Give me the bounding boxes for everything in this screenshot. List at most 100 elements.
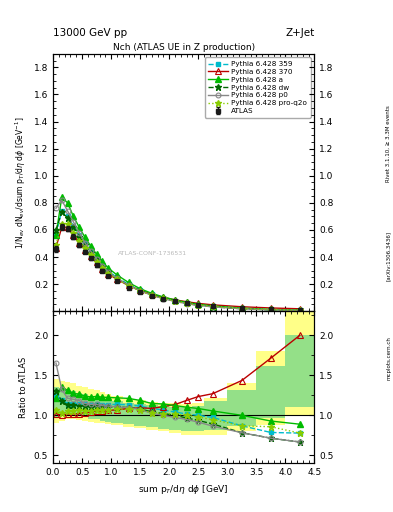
- Pythia 6.428 dw: [71, 224, 76, 230]
- Pythia 6.428 p0: [298, 307, 302, 313]
- Pythia 6.428 359: [71, 223, 76, 229]
- Pythia 6.428 p0: [161, 296, 166, 302]
- Pythia 6.428 359: [126, 281, 131, 287]
- Pythia 6.428 dw: [59, 209, 64, 216]
- Line: Pythia 6.428 p0: Pythia 6.428 p0: [53, 198, 302, 313]
- Pythia 6.428 a: [196, 301, 200, 307]
- Pythia 6.428 p0: [239, 306, 244, 312]
- Pythia 6.428 dw: [65, 215, 70, 221]
- Pythia 6.428 a: [298, 307, 302, 313]
- Pythia 6.428 pro-q2o: [210, 304, 215, 310]
- Pythia 6.428 pro-q2o: [88, 252, 93, 259]
- Pythia 6.428 a: [115, 272, 119, 278]
- Pythia 6.428 a: [138, 286, 143, 292]
- Pythia 6.428 pro-q2o: [71, 229, 76, 236]
- Pythia 6.428 pro-q2o: [298, 307, 302, 313]
- Pythia 6.428 dw: [83, 242, 87, 248]
- Pythia 6.428 359: [239, 306, 244, 312]
- Text: Rivet 3.1.10, ≥ 3.3M events: Rivet 3.1.10, ≥ 3.3M events: [386, 105, 391, 182]
- Pythia 6.428 a: [71, 214, 76, 220]
- Pythia 6.428 359: [196, 302, 200, 308]
- Pythia 6.428 a: [173, 297, 177, 303]
- Pythia 6.428 dw: [268, 307, 273, 313]
- Y-axis label: Ratio to ATLAS: Ratio to ATLAS: [19, 357, 28, 418]
- Pythia 6.428 pro-q2o: [65, 221, 70, 227]
- Pythia 6.428 359: [184, 300, 189, 306]
- Pythia 6.428 p0: [196, 302, 200, 308]
- Pythia 6.428 a: [126, 280, 131, 286]
- Pythia 6.428 a: [65, 200, 70, 206]
- Pythia 6.428 dw: [173, 298, 177, 304]
- Pythia 6.428 a: [77, 224, 82, 230]
- Pythia 6.428 dw: [239, 306, 244, 312]
- Pythia 6.428 a: [100, 258, 105, 264]
- Pythia 6.428 370: [210, 302, 215, 308]
- Text: ATLAS-CONF-1736531: ATLAS-CONF-1736531: [118, 250, 187, 255]
- Pythia 6.428 p0: [94, 256, 99, 262]
- Pythia 6.428 359: [268, 307, 273, 313]
- Pythia 6.428 pro-q2o: [138, 288, 143, 294]
- Pythia 6.428 pro-q2o: [161, 295, 166, 302]
- Pythia 6.428 p0: [106, 269, 110, 275]
- Pythia 6.428 a: [268, 306, 273, 312]
- Text: [arXiv:1306.3436]: [arXiv:1306.3436]: [386, 231, 391, 281]
- Pythia 6.428 370: [161, 294, 166, 301]
- Pythia 6.428 p0: [71, 219, 76, 225]
- Pythia 6.428 p0: [210, 304, 215, 310]
- Pythia 6.428 370: [71, 232, 76, 239]
- Pythia 6.428 370: [149, 291, 154, 297]
- Pythia 6.428 dw: [53, 227, 58, 233]
- Line: Pythia 6.428 370: Pythia 6.428 370: [53, 224, 303, 312]
- Title: Nch (ATLAS UE in Z production): Nch (ATLAS UE in Z production): [113, 42, 255, 52]
- Pythia 6.428 370: [239, 304, 244, 310]
- Pythia 6.428 p0: [88, 248, 93, 254]
- Pythia 6.428 p0: [53, 205, 58, 211]
- Pythia 6.428 dw: [196, 302, 200, 308]
- Pythia 6.428 p0: [115, 275, 119, 282]
- Pythia 6.428 p0: [59, 197, 64, 203]
- Pythia 6.428 359: [106, 268, 110, 274]
- Pythia 6.428 pro-q2o: [173, 298, 177, 304]
- Legend: Pythia 6.428 359, Pythia 6.428 370, Pythia 6.428 a, Pythia 6.428 dw, Pythia 6.42: Pythia 6.428 359, Pythia 6.428 370, Pyth…: [205, 57, 311, 118]
- Pythia 6.428 359: [298, 307, 302, 313]
- Pythia 6.428 pro-q2o: [196, 302, 200, 308]
- Pythia 6.428 359: [149, 291, 154, 297]
- Pythia 6.428 pro-q2o: [268, 307, 273, 313]
- Pythia 6.428 370: [115, 276, 119, 283]
- Pythia 6.428 370: [83, 246, 87, 252]
- Pythia 6.428 359: [115, 274, 119, 281]
- Pythia 6.428 a: [106, 265, 110, 271]
- Pythia 6.428 pro-q2o: [77, 238, 82, 244]
- Text: mcplots.cern.ch: mcplots.cern.ch: [386, 336, 391, 380]
- Pythia 6.428 370: [184, 298, 189, 305]
- Pythia 6.428 pro-q2o: [100, 265, 105, 271]
- Pythia 6.428 dw: [126, 282, 131, 288]
- Pythia 6.428 370: [268, 305, 273, 311]
- X-axis label: sum p$_T$/d$\eta$ d$\phi$ [GeV]: sum p$_T$/d$\eta$ d$\phi$ [GeV]: [138, 483, 229, 496]
- Pythia 6.428 pro-q2o: [115, 276, 119, 282]
- Pythia 6.428 370: [100, 265, 105, 271]
- Pythia 6.428 a: [239, 305, 244, 311]
- Pythia 6.428 a: [94, 251, 99, 258]
- Pythia 6.428 pro-q2o: [126, 283, 131, 289]
- Pythia 6.428 dw: [106, 269, 110, 275]
- Pythia 6.428 359: [138, 287, 143, 293]
- Pythia 6.428 dw: [100, 264, 105, 270]
- Pythia 6.428 a: [210, 303, 215, 309]
- Pythia 6.428 dw: [138, 288, 143, 294]
- Pythia 6.428 359: [173, 297, 177, 304]
- Pythia 6.428 370: [94, 260, 99, 266]
- Pythia 6.428 pro-q2o: [94, 259, 99, 265]
- Pythia 6.428 p0: [173, 298, 177, 305]
- Pythia 6.428 pro-q2o: [149, 292, 154, 298]
- Pythia 6.428 p0: [268, 307, 273, 313]
- Line: Pythia 6.428 359: Pythia 6.428 359: [53, 208, 302, 313]
- Pythia 6.428 pro-q2o: [184, 300, 189, 306]
- Line: Pythia 6.428 dw: Pythia 6.428 dw: [53, 209, 303, 314]
- Pythia 6.428 a: [83, 234, 87, 241]
- Pythia 6.428 dw: [115, 275, 119, 282]
- Pythia 6.428 dw: [161, 295, 166, 302]
- Pythia 6.428 pro-q2o: [239, 306, 244, 312]
- Pythia 6.428 359: [210, 303, 215, 309]
- Pythia 6.428 370: [77, 241, 82, 247]
